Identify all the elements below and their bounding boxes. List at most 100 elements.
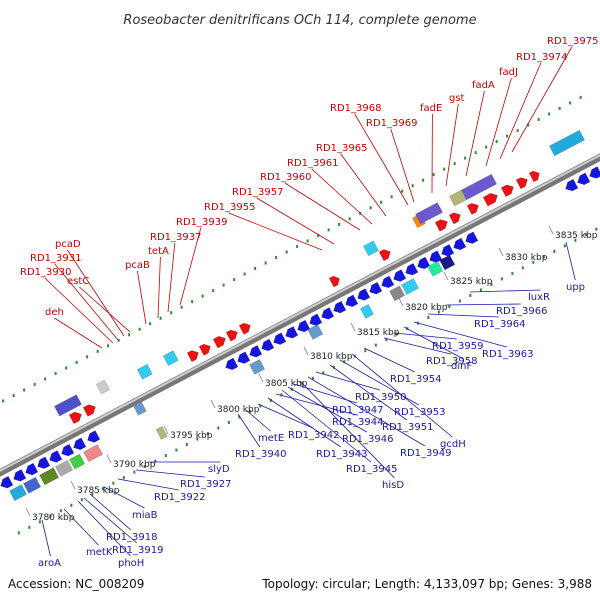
gene-feature xyxy=(37,456,51,469)
kbp-tick xyxy=(210,399,216,409)
label-leader xyxy=(393,332,457,340)
gene-feature xyxy=(285,326,299,339)
tick-mark xyxy=(490,282,493,286)
gene-label-rd1_3943: RD1_3943 xyxy=(316,449,367,460)
tick-mark xyxy=(542,255,545,259)
gene-feature xyxy=(309,313,323,326)
kbp-label: 3815 kbp xyxy=(357,328,400,338)
gene-label-estc: estC xyxy=(67,276,89,287)
label-leader xyxy=(83,497,138,544)
label-leader xyxy=(135,469,205,478)
tick-mark xyxy=(238,415,241,419)
tick-mark xyxy=(390,195,393,199)
gene-labels-forward: deh RD1_3930 RD1_3931 pcaD estC pcaB tetA RD1_3… xyxy=(20,36,598,318)
gene-label-rd1_3959: RD1_3959 xyxy=(432,341,483,352)
gene-feature xyxy=(427,260,444,277)
kbp-tick xyxy=(350,322,356,332)
gene-label-rd1_3964: RD1_3964 xyxy=(474,319,525,330)
kbp-tick xyxy=(70,480,76,490)
gene-feature xyxy=(198,343,211,356)
label-leader xyxy=(565,241,576,281)
tick-mark xyxy=(500,277,503,281)
kbp-scale: 3780 kbp 3785 kbp 3790 kbp 3795 kbp 3800 kbp… xyxy=(25,225,598,523)
kbp-label: 3800 kbp xyxy=(217,405,260,415)
label-leader xyxy=(465,90,485,177)
label-leader xyxy=(228,212,323,251)
tick-mark xyxy=(432,173,435,177)
label-leader xyxy=(413,321,507,348)
tick-mark xyxy=(380,200,383,204)
gene-features xyxy=(0,129,600,501)
label-leader xyxy=(284,182,361,231)
label-leader xyxy=(44,277,114,344)
gene-label-rd1_3963: RD1_3963 xyxy=(482,349,533,360)
gene-feature xyxy=(238,322,251,335)
gene-label-rd1_3966: RD1_3966 xyxy=(496,306,547,317)
tick-mark xyxy=(327,228,330,232)
label-leader xyxy=(275,393,357,416)
gene-label-rd1_3918: RD1_3918 xyxy=(106,532,157,543)
tick-mark xyxy=(38,520,41,524)
gene-label-rd1_3931: RD1_3931 xyxy=(30,253,81,264)
gene-feature xyxy=(23,476,41,494)
tick-mark xyxy=(122,476,125,480)
label-leader xyxy=(445,303,521,306)
tick-mark xyxy=(259,404,262,408)
gene-label-rd1_3965: RD1_3965 xyxy=(316,143,367,154)
gene-label-aroa: aroA xyxy=(38,558,61,569)
tick-mark xyxy=(159,316,162,320)
tick-mark xyxy=(343,360,346,364)
gene-feature xyxy=(225,329,238,342)
tick-mark xyxy=(322,371,325,375)
tick-mark xyxy=(506,134,509,138)
kbp-tick xyxy=(398,297,404,307)
gene-feature xyxy=(465,231,479,244)
gene-feature xyxy=(297,319,311,333)
tick-mark xyxy=(369,206,372,210)
gene-feature xyxy=(49,450,63,463)
kbp-label: 3810 kbp xyxy=(310,352,353,362)
gene-feature xyxy=(68,411,82,425)
tick-mark xyxy=(495,140,498,144)
label-leader xyxy=(485,77,512,167)
gene-feature xyxy=(249,359,265,375)
kbp-label: 3835 kbp xyxy=(555,231,598,241)
kbp-label: 3790 kbp xyxy=(113,460,156,470)
label-leader xyxy=(383,337,451,355)
tick-mark xyxy=(86,355,89,359)
label-leader xyxy=(511,46,573,153)
kbp-tick xyxy=(548,225,554,235)
gene-feature xyxy=(55,460,73,477)
gene-feature xyxy=(333,300,347,314)
gene-feature xyxy=(0,475,14,489)
tick-mark xyxy=(175,448,178,452)
gene-label-leaders xyxy=(41,46,576,557)
gene-feature xyxy=(528,170,540,183)
tick-mark xyxy=(511,271,514,275)
tick-mark xyxy=(44,377,47,381)
gene-feature xyxy=(461,173,497,201)
gene-feature xyxy=(378,249,391,262)
gene-feature xyxy=(261,338,275,352)
gene-feature xyxy=(415,202,443,225)
genome-backbone xyxy=(0,153,600,477)
tick-mark xyxy=(28,525,31,529)
tick-mark xyxy=(537,117,540,121)
label-leader xyxy=(307,376,426,447)
gene-feature xyxy=(307,324,324,340)
gene-feature xyxy=(69,453,85,470)
gene-feature xyxy=(441,244,455,257)
gene-label-rd1_3958: RD1_3958 xyxy=(426,356,477,367)
tick-mark xyxy=(65,366,68,370)
gene-label-rd1_3946: RD1_3946 xyxy=(342,434,393,445)
label-leader xyxy=(63,508,99,546)
label-leader xyxy=(363,347,415,373)
gene-feature xyxy=(155,426,168,440)
label-leader xyxy=(103,486,145,509)
tick-mark xyxy=(191,300,194,304)
tick-mark xyxy=(59,509,62,513)
gene-label-rd1_3974: RD1_3974 xyxy=(516,52,567,63)
kbp-label: 3820 kbp xyxy=(405,303,448,313)
gene-label-rd1_3954: RD1_3954 xyxy=(390,374,441,385)
